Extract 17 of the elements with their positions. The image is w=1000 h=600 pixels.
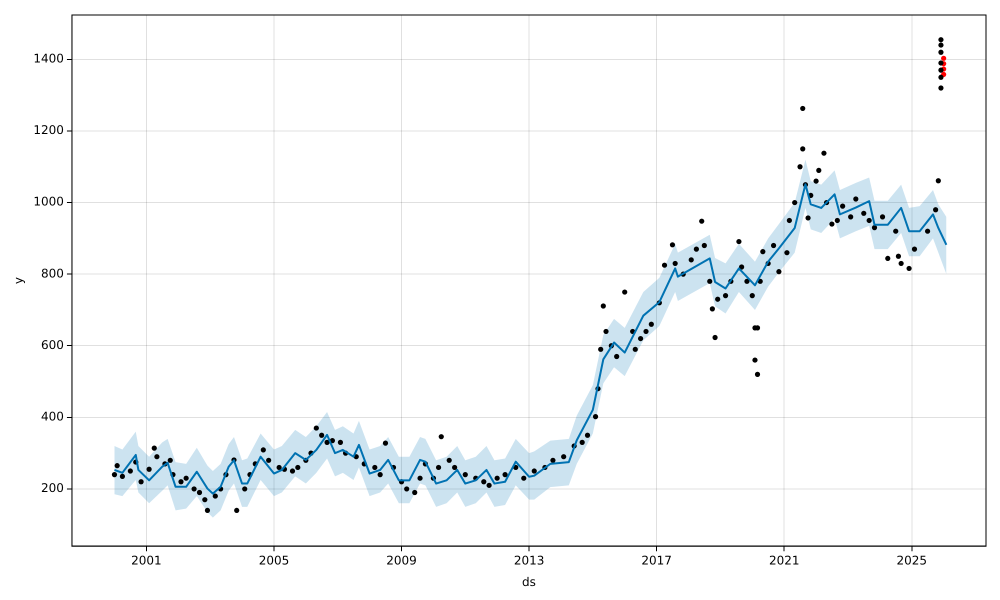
y-tick-label: 1000 [33, 194, 64, 209]
x-axis-title: ds [522, 574, 536, 589]
x-tick-label: 2009 [386, 554, 417, 568]
point [941, 56, 946, 61]
x-tick-label: 2021 [768, 554, 800, 568]
y-tick-label: 1400 [33, 52, 64, 66]
x-tick-label: 2025 [896, 554, 928, 568]
y-tick-label: 200 [41, 481, 64, 496]
x-tick-label: 2005 [258, 554, 290, 568]
x-tick-label: 2001 [131, 554, 162, 568]
y-tick-label: 800 [41, 266, 64, 280]
y-tick-label: 600 [41, 338, 64, 352]
x-tick-label: 2013 [514, 554, 544, 568]
y-tick-label: 400 [41, 409, 64, 424]
x-tick-label: 2017 [641, 554, 672, 568]
y-tick-label: 1200 [33, 123, 64, 138]
y-axis-title: y [11, 277, 26, 284]
